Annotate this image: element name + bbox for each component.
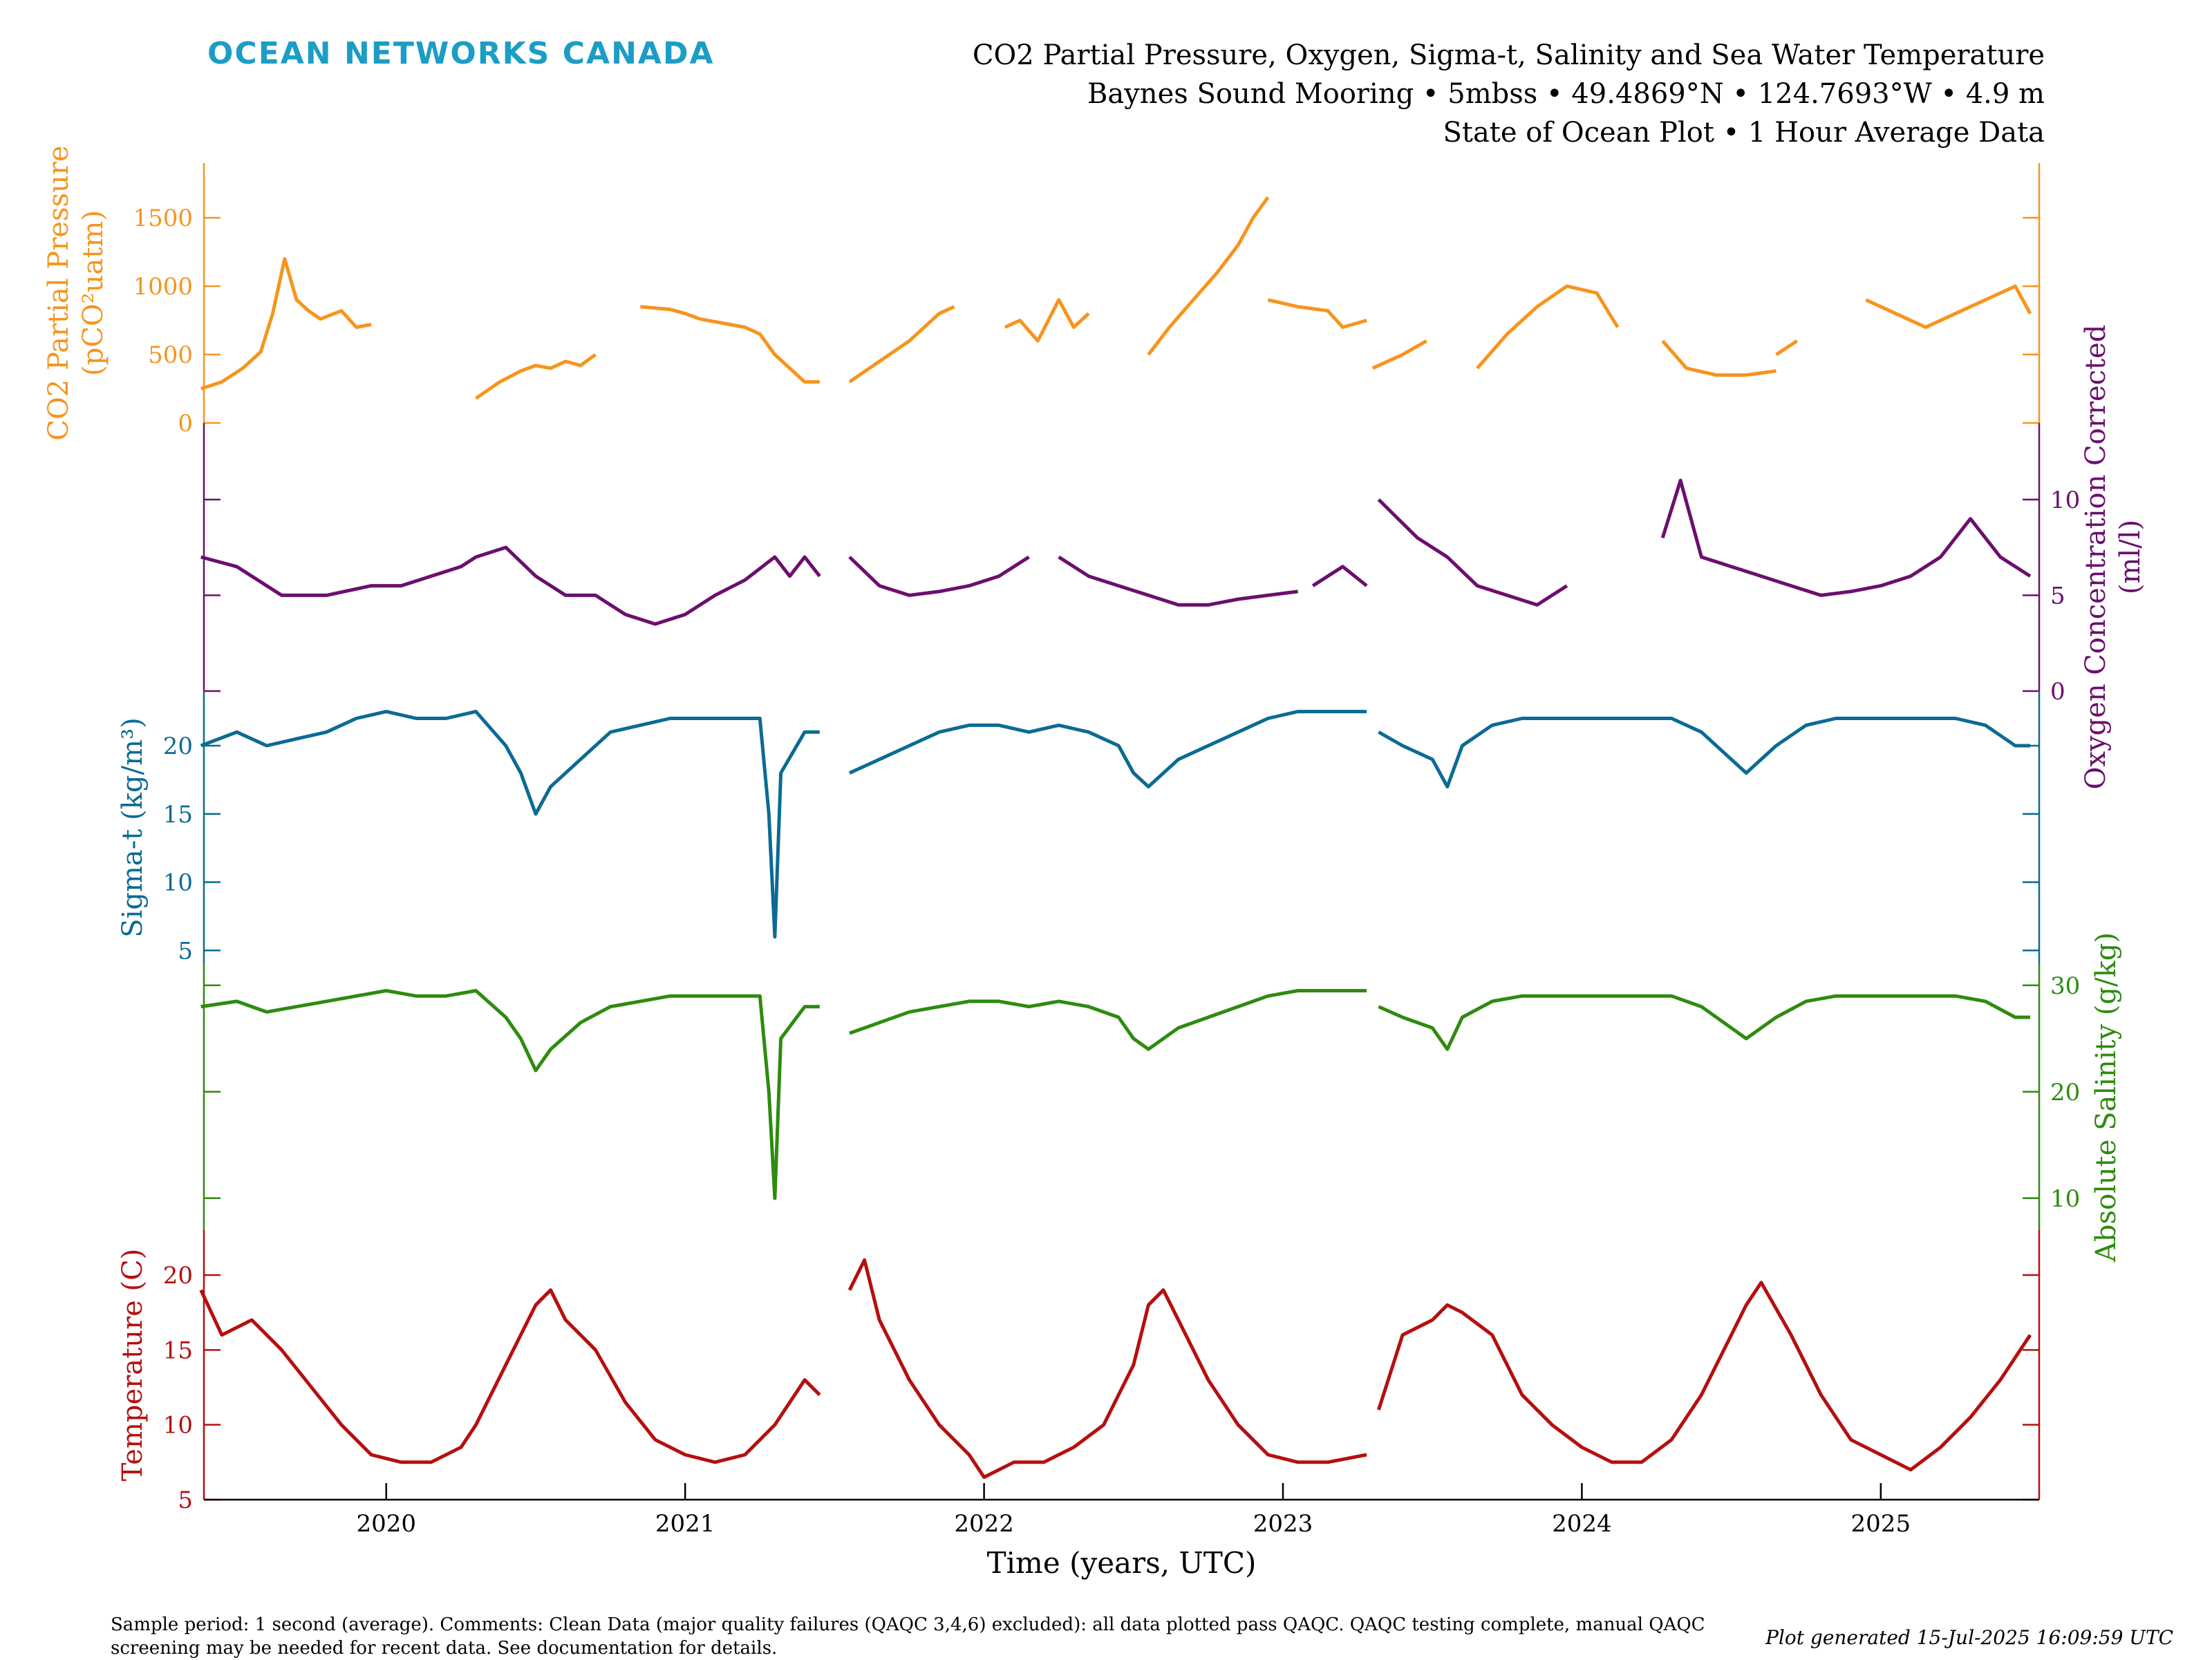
y-tick-label-co2: 1500 (133, 205, 193, 232)
series-line-oxygen (1377, 498, 1568, 607)
series-line-oxygen (200, 545, 821, 626)
series-line-co2 (200, 257, 372, 390)
x-tick-label: 2022 (954, 1510, 1014, 1538)
y-tick-label-co2: 500 (148, 341, 193, 369)
series-line-sigma (848, 710, 1367, 789)
series-line-co2 (1267, 298, 1367, 329)
x-tick-label: 2023 (1253, 1510, 1313, 1538)
series-line-sigma (200, 710, 820, 939)
x-tick-label: 2024 (1552, 1510, 1612, 1538)
y-axis-label-salinity: Absolute Salinity (g/kg) (2090, 932, 2122, 1263)
series-line-co2 (1476, 284, 1620, 370)
series-line-co2 (475, 353, 597, 400)
chart-title: CO2 Partial Pressure, Oxygen, Sigma-t, S… (972, 39, 2045, 71)
x-tick-label: 2025 (1851, 1510, 1911, 1538)
series-line-salinity (1378, 994, 2030, 1051)
y-tick-label-temperature: 15 (163, 1337, 193, 1364)
series-line-co2 (1661, 339, 1777, 377)
y-axis-label-oxygen: (ml/l) (2115, 520, 2146, 594)
series-line-temperature (199, 1288, 821, 1464)
series-line-salinity (849, 989, 1367, 1051)
y-tick-label-co2: 0 (178, 410, 193, 437)
x-tick-label: 2020 (357, 1510, 417, 1538)
y-axis-label-sigma: Sigma-t (kg/m³) (117, 717, 149, 937)
series-line-co2 (1775, 339, 1799, 357)
x-axis-label: Time (years, UTC) (987, 1546, 1257, 1580)
series-line-oxygen (1058, 555, 1298, 607)
series-line-co2 (1004, 298, 1090, 343)
series-line-co2 (1371, 339, 1427, 370)
y-axis-label-co2: CO2 Partial Pressure (43, 145, 75, 440)
chart-title-block: CO2 Partial Pressure, Oxygen, Sigma-t, S… (973, 36, 2045, 152)
series-line-temperature (1377, 1281, 2032, 1472)
y-tick-label-salinity: 30 (2050, 972, 2080, 1000)
series-line-co2 (1865, 284, 2032, 329)
y-tick-label-oxygen: 5 (2050, 582, 2065, 610)
y-axis-label-co2: (pCO²uatm) (77, 210, 109, 376)
y-tick-label-co2: 1000 (133, 273, 193, 301)
series-line-salinity (200, 989, 820, 1200)
y-axis-label-oxygen: Oxygen Concentration Corrected (2080, 325, 2112, 790)
series-line-co2 (640, 305, 820, 384)
series-line-co2 (848, 305, 955, 384)
chart-subtitle-location: Baynes Sound Mooring • 5mbss • 49.4869°N… (1087, 78, 2045, 110)
series-line-oxygen (848, 555, 1030, 597)
y-tick-label-salinity: 10 (2050, 1185, 2080, 1213)
y-tick-label-sigma: 15 (163, 801, 193, 829)
y-tick-label-temperature: 10 (163, 1412, 193, 1440)
y-tick-label-oxygen: 0 (2050, 678, 2065, 706)
y-tick-label-oxygen: 10 (2050, 487, 2080, 514)
chart-subtitle-type: State of Ocean Plot • 1 Hour Average Dat… (1443, 117, 2045, 149)
brand-logo-text: OCEAN NETWORKS CANADA (207, 36, 715, 71)
footer-note: Sample period: 1 second (average). Comme… (111, 1614, 1705, 1659)
y-tick-label-sigma: 20 (163, 733, 193, 760)
series-line-co2 (1147, 196, 1270, 356)
x-tick-label: 2021 (655, 1510, 715, 1538)
y-axis-label-temperature: Temperature (C) (117, 1249, 149, 1482)
series-line-oxygen (1311, 565, 1368, 587)
y-tick-label-sigma: 5 (178, 937, 193, 965)
series-line-sigma (1378, 717, 2030, 789)
series-line-temperature (847, 1258, 1367, 1479)
y-tick-label-temperature: 5 (178, 1487, 193, 1514)
y-tick-label-sigma: 10 (163, 869, 193, 897)
plot-generated-timestamp: Plot generated 15-Jul-2025 16:09:59 UTC (1765, 1626, 2173, 1649)
y-tick-label-temperature: 20 (163, 1262, 193, 1290)
series-line-oxygen (1660, 478, 2032, 597)
y-tick-label-salinity: 20 (2050, 1079, 2080, 1106)
